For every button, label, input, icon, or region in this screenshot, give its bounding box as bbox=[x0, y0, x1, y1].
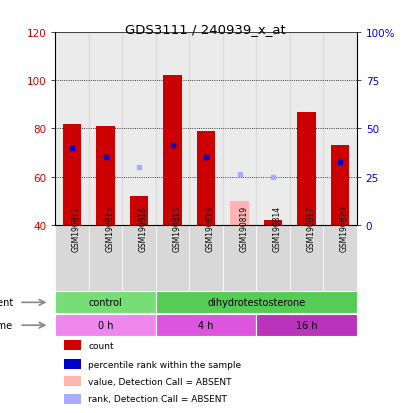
Text: count: count bbox=[88, 341, 114, 350]
Bar bbox=[155, 33, 189, 225]
Bar bbox=[96, 127, 115, 225]
Bar bbox=[122, 225, 155, 291]
Bar bbox=[155, 292, 356, 313]
Bar bbox=[263, 221, 281, 225]
Text: GSM190818: GSM190818 bbox=[139, 206, 148, 252]
Bar bbox=[155, 314, 256, 336]
Text: 4 h: 4 h bbox=[198, 320, 213, 330]
Bar bbox=[222, 33, 256, 225]
Bar bbox=[55, 225, 89, 291]
Text: GSM190816: GSM190816 bbox=[205, 205, 214, 252]
Bar bbox=[189, 225, 222, 291]
Bar bbox=[322, 225, 356, 291]
Bar bbox=[89, 225, 122, 291]
Bar bbox=[256, 33, 289, 225]
Bar bbox=[322, 33, 356, 225]
Bar bbox=[55, 292, 155, 313]
Text: agent: agent bbox=[0, 298, 13, 308]
Bar bbox=[330, 146, 348, 225]
Text: GSM190819: GSM190819 bbox=[239, 205, 248, 252]
Bar bbox=[89, 33, 122, 225]
Bar bbox=[55, 33, 89, 225]
Text: GSM190814: GSM190814 bbox=[272, 205, 281, 252]
Bar bbox=[122, 33, 155, 225]
Text: GSM190820: GSM190820 bbox=[339, 205, 348, 252]
Bar bbox=[63, 124, 81, 225]
Text: rank, Detection Call = ABSENT: rank, Detection Call = ABSENT bbox=[88, 394, 227, 403]
Bar bbox=[163, 76, 181, 225]
Bar bbox=[64, 359, 81, 369]
Text: dihydrotestosterone: dihydrotestosterone bbox=[207, 298, 305, 308]
Bar bbox=[55, 314, 155, 336]
Bar bbox=[222, 225, 256, 291]
Bar bbox=[64, 394, 81, 404]
Text: 0 h: 0 h bbox=[98, 320, 113, 330]
Bar bbox=[130, 196, 148, 225]
Bar bbox=[230, 201, 248, 225]
Bar bbox=[64, 340, 81, 351]
Bar bbox=[189, 33, 222, 225]
Text: percentile rank within the sample: percentile rank within the sample bbox=[88, 360, 241, 369]
Text: GSM190815: GSM190815 bbox=[106, 205, 114, 252]
Text: time: time bbox=[0, 320, 13, 330]
Text: GSM190813: GSM190813 bbox=[172, 205, 181, 252]
Bar bbox=[256, 225, 289, 291]
Text: value, Detection Call = ABSENT: value, Detection Call = ABSENT bbox=[88, 377, 231, 386]
Bar bbox=[297, 112, 315, 225]
Text: 16 h: 16 h bbox=[295, 320, 317, 330]
Text: control: control bbox=[88, 298, 122, 308]
Bar bbox=[289, 225, 322, 291]
Bar bbox=[64, 377, 81, 387]
Text: GSM190812: GSM190812 bbox=[72, 206, 81, 252]
Text: GSM190817: GSM190817 bbox=[306, 205, 315, 252]
Bar bbox=[196, 131, 215, 225]
Bar bbox=[155, 225, 189, 291]
Bar bbox=[256, 314, 356, 336]
Text: GDS3111 / 240939_x_at: GDS3111 / 240939_x_at bbox=[124, 23, 285, 36]
Bar bbox=[289, 33, 322, 225]
